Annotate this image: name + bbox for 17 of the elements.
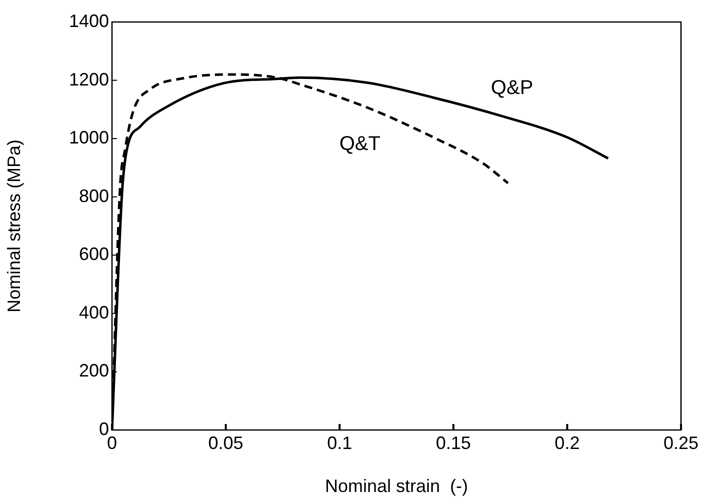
x-tick-label: 0.25: [663, 432, 699, 453]
series-label: Q&P: [490, 77, 534, 100]
y-tick-label: 200: [78, 360, 109, 381]
x-axis-title: Nominal strain (-): [324, 476, 468, 496]
y-tick-label: 800: [78, 186, 109, 206]
y-axis-title: Nominal stress (MPa): [4, 139, 24, 313]
y-tick-label: 1000: [68, 128, 109, 148]
x-tick-label: 0.1: [327, 432, 352, 453]
y-tick-label: 0: [98, 418, 109, 439]
x-tick-label: 0.2: [554, 432, 580, 453]
x-tick-label: 0.15: [436, 432, 471, 453]
series-label: Q&T: [339, 132, 380, 155]
x-tick-label: 0.05: [208, 432, 244, 453]
y-tick-label: 400: [78, 302, 109, 322]
y-tick-label: 600: [78, 244, 109, 264]
y-tick-label: 1400: [68, 10, 109, 31]
y-tick-label: 1200: [68, 69, 109, 90]
